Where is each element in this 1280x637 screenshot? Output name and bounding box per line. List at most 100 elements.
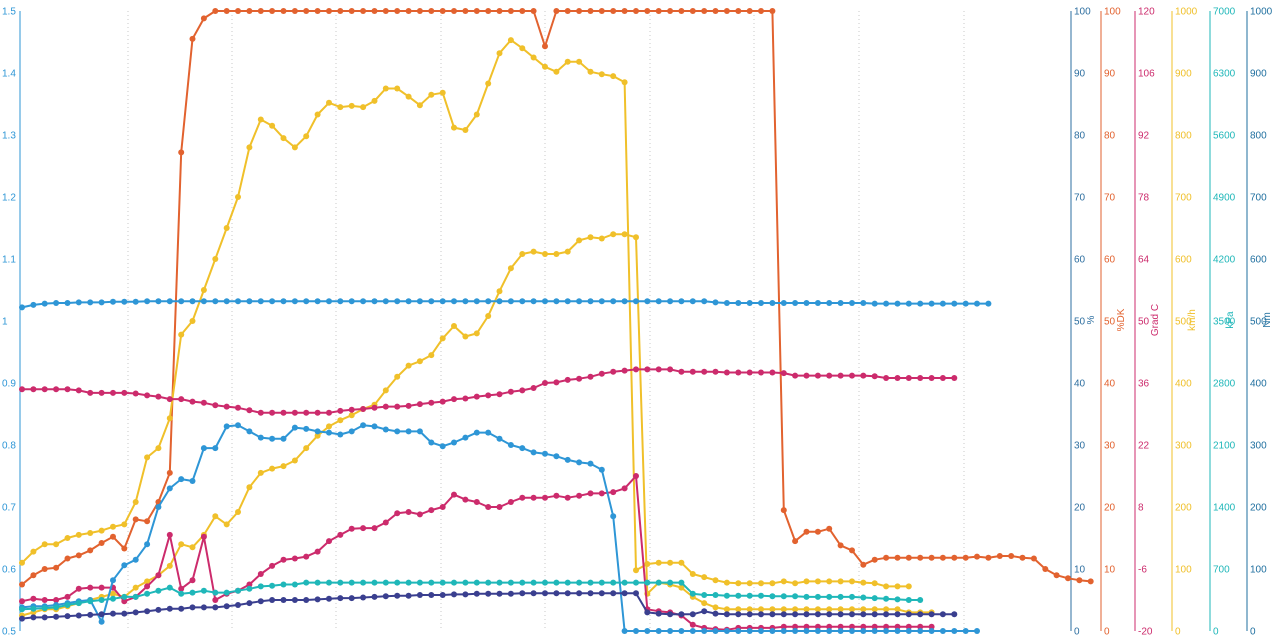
data-point [803, 372, 810, 379]
data-point [928, 554, 935, 561]
data-point [75, 612, 82, 619]
data-point [553, 251, 560, 257]
data-point [985, 554, 992, 561]
data-point [633, 579, 639, 586]
axis-tick-label: 10 [1104, 565, 1116, 576]
data-point [382, 593, 389, 600]
data-point [712, 368, 719, 375]
data-point [451, 591, 457, 598]
data-point [633, 234, 639, 241]
data-point [564, 8, 571, 14]
data-point [30, 386, 37, 393]
data-point [178, 298, 185, 305]
data-point [223, 589, 230, 596]
data-point [64, 300, 71, 306]
data-point [519, 579, 526, 586]
data-point [905, 628, 912, 634]
data-point [917, 554, 924, 561]
data-point [416, 401, 423, 408]
data-point [19, 304, 25, 311]
data-point [621, 367, 628, 374]
data-point [121, 562, 128, 569]
axis-tick-label: 20 [1074, 503, 1086, 514]
data-point [905, 554, 912, 561]
data-point [496, 590, 503, 597]
data-point [735, 611, 742, 618]
data-point [348, 406, 355, 413]
data-point [758, 580, 764, 587]
data-point [212, 513, 219, 520]
axis-tick-label: 300 [1250, 441, 1267, 452]
data-point [667, 611, 674, 618]
data-point [689, 621, 696, 628]
data-point [837, 542, 844, 549]
data-point [314, 579, 321, 586]
data-point [871, 606, 878, 613]
data-point [860, 561, 867, 568]
data-point [576, 375, 583, 382]
data-point [348, 102, 355, 109]
axis-tick-label: 0 [1175, 627, 1181, 637]
data-point [530, 248, 537, 255]
axis-tick-label: 800 [1250, 131, 1267, 142]
data-point [212, 298, 219, 305]
axis-tick-label: 60 [1104, 255, 1116, 266]
data-point [564, 58, 571, 65]
data-point [939, 554, 946, 561]
data-point [246, 585, 253, 592]
data-point [235, 422, 241, 429]
axis-tick-label: 0 [1074, 627, 1080, 637]
data-point [473, 579, 480, 586]
data-point [655, 579, 662, 586]
data-point [223, 603, 230, 610]
data-point [542, 450, 548, 457]
data-point [735, 580, 742, 587]
data-point [723, 592, 730, 599]
data-point [564, 456, 571, 463]
axis-tick-label: 50 [1138, 317, 1150, 328]
data-point [98, 540, 105, 546]
data-point [212, 445, 219, 452]
data-point [746, 369, 753, 376]
data-point [121, 521, 128, 528]
data-point [291, 144, 298, 151]
data-point [144, 298, 151, 305]
axis-title: %DK [1116, 308, 1127, 331]
data-point [428, 507, 435, 514]
data-point [189, 589, 196, 596]
data-point [223, 423, 230, 430]
data-point [792, 372, 799, 379]
data-point [814, 578, 821, 585]
data-point [360, 406, 367, 412]
data-point [871, 595, 878, 602]
data-point [519, 8, 526, 14]
data-point [587, 298, 594, 305]
axis-tick-label: 90 [1074, 69, 1086, 80]
data-point [360, 104, 367, 111]
data-point [1065, 575, 1071, 582]
data-point [246, 8, 253, 14]
data-point [485, 80, 492, 87]
data-point [667, 559, 674, 566]
data-point [485, 579, 492, 586]
data-point [303, 425, 310, 432]
data-point [98, 611, 105, 618]
data-point [428, 579, 435, 586]
data-point [382, 85, 389, 92]
data-point [951, 611, 958, 618]
data-point [360, 8, 367, 14]
data-point [928, 611, 935, 618]
data-point [132, 593, 139, 600]
data-point [269, 597, 276, 603]
data-point [564, 590, 571, 597]
data-point [416, 511, 423, 518]
data-point [75, 299, 82, 306]
data-point [746, 628, 753, 634]
data-point [701, 574, 708, 581]
data-point [53, 604, 60, 611]
series-line [22, 368, 955, 414]
left-axis-tick-label: 0.9 [2, 379, 16, 390]
data-point [200, 298, 207, 305]
